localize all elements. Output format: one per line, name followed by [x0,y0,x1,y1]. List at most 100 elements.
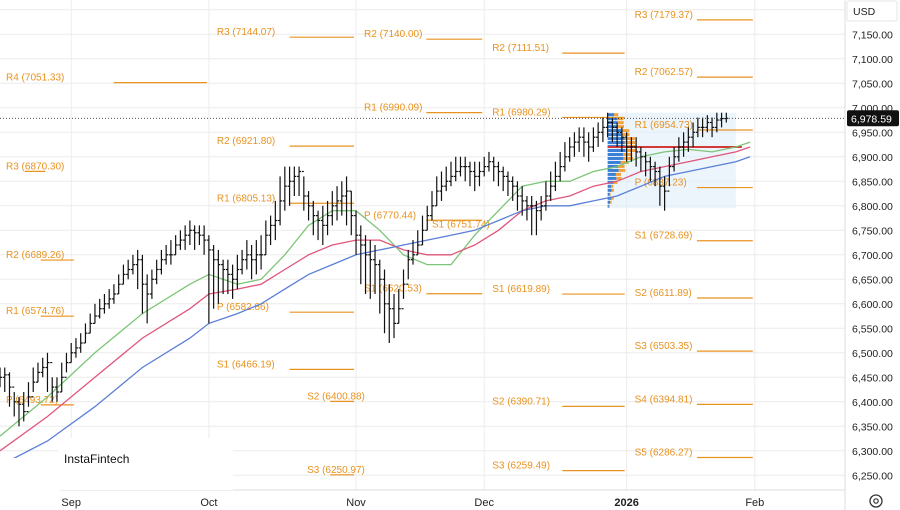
pivot-label: R2 (7062.57) [635,67,693,78]
volume-bar-sell [610,200,612,204]
ohlc-bar [482,156,487,177]
volume-bar-buy [607,204,609,208]
ohlc-bar [467,161,472,187]
ohlc-bar [392,294,397,339]
volume-profile-area [607,112,736,209]
y-tick-label: 6,450.00 [852,372,893,384]
ohlc-bar [596,122,601,147]
ohlc-bar [562,142,567,172]
ohlc-bar [35,362,40,383]
pivot-label: R1 (6954.73) [635,120,693,131]
volume-bar-sell [624,137,635,141]
ohlc-bar [610,117,615,143]
ohlc-bar [515,181,520,211]
ohlc-bar [567,137,572,162]
ohlc-bar [524,196,529,221]
ohlc-bar [168,240,173,265]
ohlc-bar [88,313,93,334]
ohlc-bar [297,166,302,196]
pivot-label: S1 (6466.19) [217,359,275,370]
pivot-label: S1 (6751.74) [432,219,490,230]
volume-bar-sell [621,133,630,137]
volume-bar-buy [607,192,610,196]
ohlc-bar [586,132,591,162]
ohlc-bar [358,225,363,285]
ohlc-bar [448,161,453,187]
volume-bar-sell [617,121,624,125]
pivot-label: R1 (6574.76) [6,306,64,317]
ohlc-bar [463,156,468,182]
pivot-levels: R4 (7051.33) R3 (6870.30) R2 (6689.26) R1 (… [6,10,753,476]
ohlc-bar [624,132,629,162]
ohlc-bar [26,382,31,413]
ohlc-bar [510,176,515,201]
y-tick-label: 6,350.00 [852,421,893,433]
ohlc-bar [406,249,411,285]
time-axis[interactable]: Sep Oct Nov Dec 2026 Feb [61,497,764,509]
ohlc-bar [216,249,221,304]
pivot-label: R2 (7140.00) [364,29,422,40]
price-axis[interactable]: 6,250.00 6,300.00 6,350.00 6,400.00 6,450.00… [852,29,893,482]
pivot-label: S5 (6286.27) [635,448,693,459]
ohlc-bar [572,132,577,157]
volume-bar-sell [608,204,610,208]
ohlc-bar [657,166,662,206]
ohlc-bar [629,137,634,162]
ohlc-bar [107,289,112,309]
pivot-label: S1 (6620.53) [364,284,422,295]
ohlc-bar [16,396,21,427]
pivot-label: R3 (6870.30) [6,161,64,172]
pivot-label: R4 (7051.33) [6,73,64,84]
ma-line [0,146,751,452]
volume-bar-buy [607,153,623,156]
ma-line [0,156,751,467]
ohlc-bar [83,323,88,344]
volume-bar-buy [607,137,625,141]
ohlc-bar [225,259,230,294]
ohlc-bar [434,176,439,207]
volume-bar-sell [617,125,625,129]
pivot-label: R1 (6980.29) [492,107,550,118]
ohlc-bar [339,181,344,216]
pivot-label: R1 (6990.09) [364,103,422,114]
ohlc-bar [197,225,202,245]
pivot-label: S2 (6390.71) [492,396,550,407]
ohlc-bar [700,117,705,138]
x-tick-label: Sep [61,497,81,509]
ohlc-bar [240,249,245,275]
volume-bar-sell [622,153,633,156]
pivot-label: P (6493.72) [6,395,58,406]
y-tick-label: 6,500.00 [852,348,893,360]
ohlc-bar [282,166,287,211]
ohlc-bar [382,269,387,334]
ohlc-bar [192,225,197,250]
ohlc-bar [505,171,510,196]
volume-bar-sell [611,196,614,200]
ohlc-bar [615,122,620,147]
volume-bar-buy [607,160,621,164]
ohlc-bar [520,186,525,216]
ohlc-bar [676,137,681,162]
ohlc-bar [705,115,710,133]
ohlc-bar [539,196,544,221]
settings-gear-icon[interactable] [869,494,883,508]
ohlc-bar [501,166,506,192]
volume-bar-sell [621,129,630,133]
volume-bar-buy [607,113,615,117]
ohlc-bar [458,156,463,177]
ohlc-bar [301,170,306,211]
pivot-label: R3 (7179.37) [635,10,693,21]
pivot-label: S3 (6250.97) [307,465,365,476]
ohlc-bar [69,343,74,364]
pivot-label: S1 (6619.89) [492,284,550,295]
volume-bar-buy [607,168,619,172]
volume-bar-buy [607,164,619,168]
volume-bar-sell [618,168,626,172]
ohlc-bar [73,338,78,358]
ohlc-bar [254,240,259,275]
pivot-label: P (6770.44) [364,210,416,221]
ohlc-bar [206,235,211,324]
currency-selector[interactable]: USD [846,0,898,22]
ohlc-bar [316,210,321,241]
